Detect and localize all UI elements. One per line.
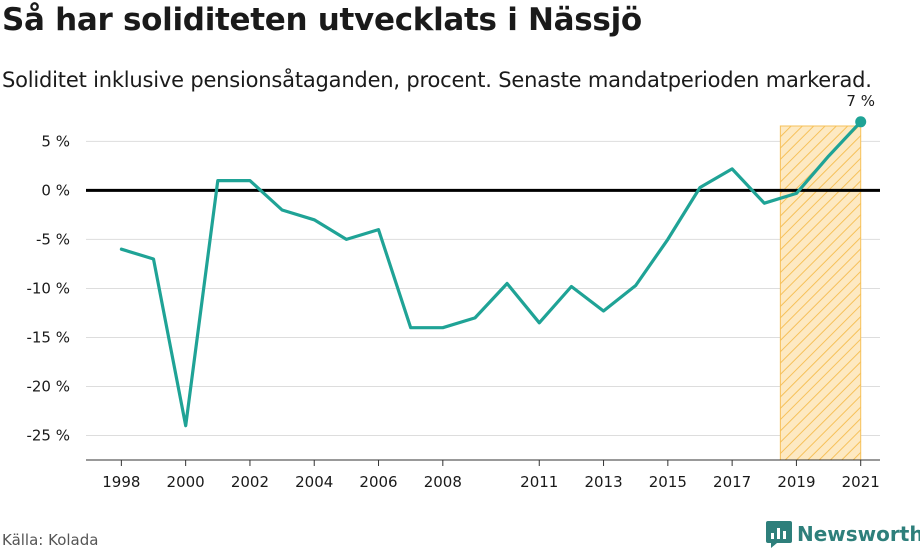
chart-subtitle: Soliditet inklusive pensionsåtaganden, p…: [2, 68, 872, 92]
newsworthy-logo-icon: [766, 521, 792, 548]
chart-title: Så har soliditeten utvecklats i Nässjö: [2, 2, 642, 38]
x-tick-label: 2017: [713, 473, 751, 491]
newsworthy-logo[interactable]: Newsworthy: [765, 519, 920, 549]
x-tick-label: 2013: [584, 473, 622, 491]
y-tick-label: 5 %: [41, 132, 70, 150]
x-tick-label: 2000: [167, 473, 205, 491]
last-value-point: [855, 116, 867, 128]
brand-name: Newsworthy: [797, 522, 920, 546]
x-tick-label: 2006: [359, 473, 397, 491]
x-tick-label: 2021: [842, 473, 880, 491]
x-tick-label: 2015: [649, 473, 687, 491]
y-tick-label: -5 %: [36, 230, 70, 248]
series-line: [119, 120, 863, 428]
x-tick-label: 2019: [777, 473, 815, 491]
x-tick-label: 1998: [102, 473, 140, 491]
x-tick-label: 2004: [295, 473, 333, 491]
source-note: Källa: Kolada: [2, 531, 99, 549]
x-tick-label: 2011: [520, 473, 558, 491]
y-tick-label: -15 %: [26, 328, 70, 346]
last-value-label: 7 %: [846, 92, 875, 110]
y-tick-label: 0 %: [41, 181, 70, 199]
x-tick-label: 2002: [231, 473, 269, 491]
y-tick-label: -20 %: [26, 377, 70, 395]
mandate-period-highlight: [779, 125, 862, 461]
y-tick-label: -25 %: [26, 426, 70, 444]
y-tick-label: -10 %: [26, 279, 70, 297]
x-tick-label: 2008: [424, 473, 462, 491]
